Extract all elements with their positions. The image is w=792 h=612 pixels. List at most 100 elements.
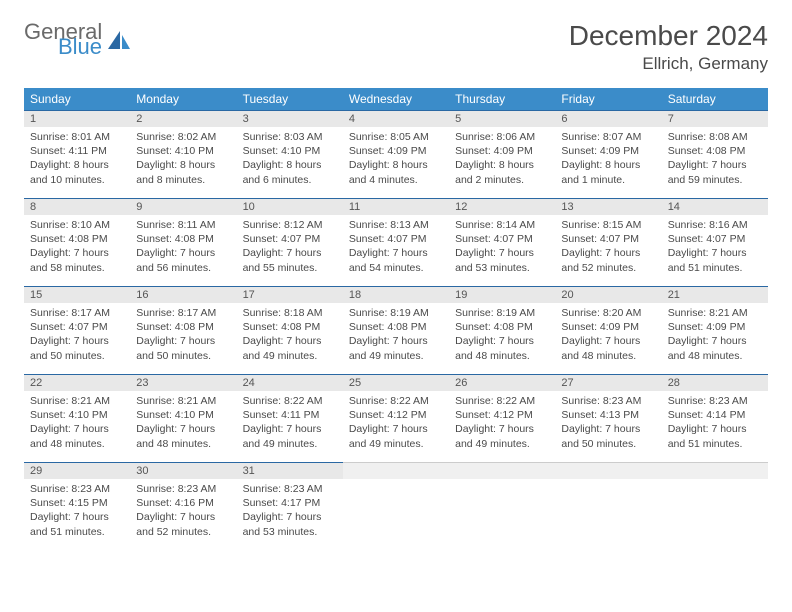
sunset-text: Sunset: 4:08 PM (30, 232, 124, 246)
calendar-day-cell: 28Sunrise: 8:23 AMSunset: 4:14 PMDayligh… (662, 374, 768, 462)
day-number: 7 (662, 110, 768, 127)
day-details (662, 479, 768, 539)
sunrise-text: Sunrise: 8:12 AM (243, 218, 337, 232)
calendar-day-cell (555, 462, 661, 550)
day-details: Sunrise: 8:15 AMSunset: 4:07 PMDaylight:… (555, 215, 661, 281)
daylight-text: Daylight: 7 hours and 59 minutes. (668, 158, 762, 186)
day-number: 4 (343, 110, 449, 127)
day-number: 10 (237, 198, 343, 215)
day-details: Sunrise: 8:10 AMSunset: 4:08 PMDaylight:… (24, 215, 130, 281)
sunrise-text: Sunrise: 8:22 AM (455, 394, 549, 408)
sunset-text: Sunset: 4:15 PM (30, 496, 124, 510)
sunrise-text: Sunrise: 8:03 AM (243, 130, 337, 144)
day-number (662, 462, 768, 479)
sunrise-text: Sunrise: 8:17 AM (136, 306, 230, 320)
calendar-day-cell: 19Sunrise: 8:19 AMSunset: 4:08 PMDayligh… (449, 286, 555, 374)
calendar-header-row: Sunday Monday Tuesday Wednesday Thursday… (24, 88, 768, 110)
daylight-text: Daylight: 7 hours and 48 minutes. (561, 334, 655, 362)
day-number: 23 (130, 374, 236, 391)
day-details (343, 479, 449, 539)
daylight-text: Daylight: 7 hours and 51 minutes. (668, 246, 762, 274)
daylight-text: Daylight: 8 hours and 8 minutes. (136, 158, 230, 186)
sunrise-text: Sunrise: 8:22 AM (349, 394, 443, 408)
day-details: Sunrise: 8:07 AMSunset: 4:09 PMDaylight:… (555, 127, 661, 193)
calendar-day-cell: 21Sunrise: 8:21 AMSunset: 4:09 PMDayligh… (662, 286, 768, 374)
day-details: Sunrise: 8:20 AMSunset: 4:09 PMDaylight:… (555, 303, 661, 369)
day-details: Sunrise: 8:22 AMSunset: 4:12 PMDaylight:… (343, 391, 449, 457)
daylight-text: Daylight: 7 hours and 48 minutes. (668, 334, 762, 362)
calendar-body: 1Sunrise: 8:01 AMSunset: 4:11 PMDaylight… (24, 110, 768, 550)
day-number: 21 (662, 286, 768, 303)
sunset-text: Sunset: 4:08 PM (136, 232, 230, 246)
sunset-text: Sunset: 4:07 PM (561, 232, 655, 246)
calendar-day-cell: 11Sunrise: 8:13 AMSunset: 4:07 PMDayligh… (343, 198, 449, 286)
calendar-day-cell: 9Sunrise: 8:11 AMSunset: 4:08 PMDaylight… (130, 198, 236, 286)
daylight-text: Daylight: 7 hours and 49 minutes. (455, 422, 549, 450)
sunrise-text: Sunrise: 8:23 AM (561, 394, 655, 408)
sunrise-text: Sunrise: 8:23 AM (668, 394, 762, 408)
sunset-text: Sunset: 4:10 PM (136, 144, 230, 158)
sunset-text: Sunset: 4:14 PM (668, 408, 762, 422)
day-details: Sunrise: 8:21 AMSunset: 4:10 PMDaylight:… (24, 391, 130, 457)
sunrise-text: Sunrise: 8:21 AM (30, 394, 124, 408)
sunrise-text: Sunrise: 8:22 AM (243, 394, 337, 408)
calendar-day-cell (449, 462, 555, 550)
calendar-day-cell: 26Sunrise: 8:22 AMSunset: 4:12 PMDayligh… (449, 374, 555, 462)
calendar-day-cell (662, 462, 768, 550)
day-number: 31 (237, 462, 343, 479)
sunrise-text: Sunrise: 8:21 AM (136, 394, 230, 408)
calendar-day-cell: 5Sunrise: 8:06 AMSunset: 4:09 PMDaylight… (449, 110, 555, 198)
daylight-text: Daylight: 8 hours and 4 minutes. (349, 158, 443, 186)
sunset-text: Sunset: 4:08 PM (136, 320, 230, 334)
sunset-text: Sunset: 4:08 PM (349, 320, 443, 334)
calendar-week-row: 29Sunrise: 8:23 AMSunset: 4:15 PMDayligh… (24, 462, 768, 550)
day-number: 29 (24, 462, 130, 479)
calendar-day-cell: 31Sunrise: 8:23 AMSunset: 4:17 PMDayligh… (237, 462, 343, 550)
sunset-text: Sunset: 4:08 PM (455, 320, 549, 334)
sunset-text: Sunset: 4:11 PM (243, 408, 337, 422)
sunrise-text: Sunrise: 8:01 AM (30, 130, 124, 144)
sunset-text: Sunset: 4:07 PM (349, 232, 443, 246)
day-number (343, 462, 449, 479)
sunrise-text: Sunrise: 8:07 AM (561, 130, 655, 144)
day-number: 12 (449, 198, 555, 215)
sunrise-text: Sunrise: 8:15 AM (561, 218, 655, 232)
sunset-text: Sunset: 4:07 PM (30, 320, 124, 334)
sunrise-text: Sunrise: 8:16 AM (668, 218, 762, 232)
daylight-text: Daylight: 7 hours and 53 minutes. (455, 246, 549, 274)
day-details: Sunrise: 8:16 AMSunset: 4:07 PMDaylight:… (662, 215, 768, 281)
day-details: Sunrise: 8:22 AMSunset: 4:11 PMDaylight:… (237, 391, 343, 457)
calendar-day-cell: 3Sunrise: 8:03 AMSunset: 4:10 PMDaylight… (237, 110, 343, 198)
sunset-text: Sunset: 4:10 PM (30, 408, 124, 422)
daylight-text: Daylight: 7 hours and 49 minutes. (243, 334, 337, 362)
calendar-day-cell: 24Sunrise: 8:22 AMSunset: 4:11 PMDayligh… (237, 374, 343, 462)
sunset-text: Sunset: 4:07 PM (455, 232, 549, 246)
daylight-text: Daylight: 7 hours and 52 minutes. (561, 246, 655, 274)
daylight-text: Daylight: 7 hours and 51 minutes. (30, 510, 124, 538)
daylight-text: Daylight: 7 hours and 53 minutes. (243, 510, 337, 538)
day-details (449, 479, 555, 539)
weekday-header: Thursday (449, 88, 555, 110)
daylight-text: Daylight: 7 hours and 49 minutes. (243, 422, 337, 450)
day-number: 15 (24, 286, 130, 303)
day-number: 19 (449, 286, 555, 303)
sunset-text: Sunset: 4:08 PM (668, 144, 762, 158)
location: Ellrich, Germany (569, 54, 768, 74)
day-details: Sunrise: 8:03 AMSunset: 4:10 PMDaylight:… (237, 127, 343, 193)
day-details: Sunrise: 8:23 AMSunset: 4:16 PMDaylight:… (130, 479, 236, 545)
daylight-text: Daylight: 7 hours and 51 minutes. (668, 422, 762, 450)
calendar-day-cell: 6Sunrise: 8:07 AMSunset: 4:09 PMDaylight… (555, 110, 661, 198)
day-number: 1 (24, 110, 130, 127)
calendar-day-cell: 18Sunrise: 8:19 AMSunset: 4:08 PMDayligh… (343, 286, 449, 374)
sunset-text: Sunset: 4:07 PM (668, 232, 762, 246)
sunset-text: Sunset: 4:16 PM (136, 496, 230, 510)
weekday-header: Sunday (24, 88, 130, 110)
day-number: 14 (662, 198, 768, 215)
calendar-day-cell: 7Sunrise: 8:08 AMSunset: 4:08 PMDaylight… (662, 110, 768, 198)
sail-icon (106, 29, 132, 56)
day-details (555, 479, 661, 539)
sunrise-text: Sunrise: 8:06 AM (455, 130, 549, 144)
day-details: Sunrise: 8:08 AMSunset: 4:08 PMDaylight:… (662, 127, 768, 193)
day-details: Sunrise: 8:19 AMSunset: 4:08 PMDaylight:… (449, 303, 555, 369)
daylight-text: Daylight: 8 hours and 2 minutes. (455, 158, 549, 186)
